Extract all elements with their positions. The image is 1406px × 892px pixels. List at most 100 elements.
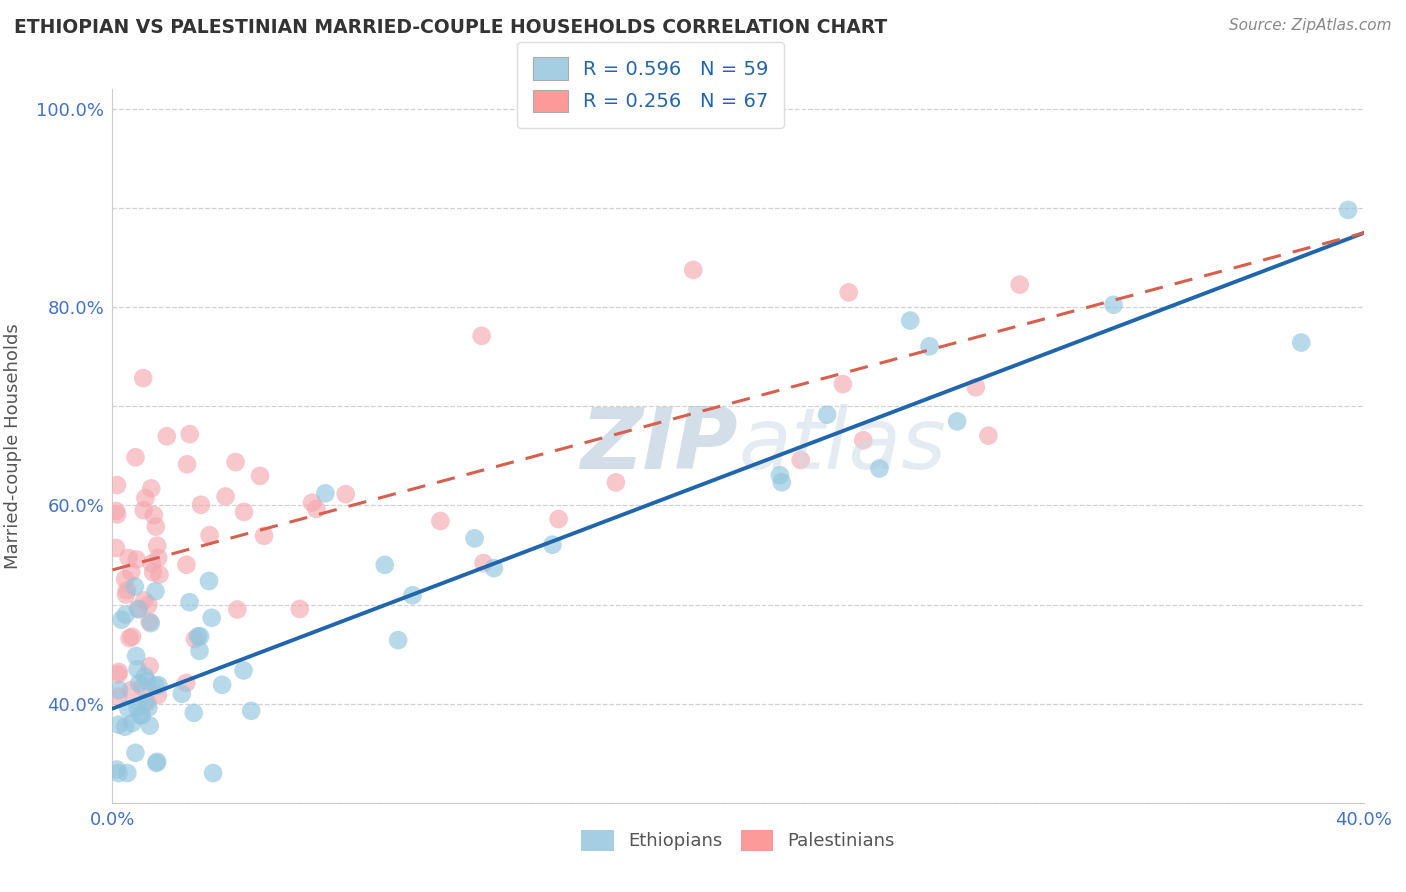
Point bbox=[429, 514, 451, 528]
Legend: Ethiopians, Palestinians: Ethiopians, Palestinians bbox=[567, 815, 910, 865]
Point bbox=[120, 683, 142, 698]
Point bbox=[547, 512, 569, 526]
Point bbox=[124, 450, 146, 465]
Point bbox=[124, 579, 146, 593]
Point bbox=[138, 615, 160, 629]
Point bbox=[127, 700, 149, 714]
Point bbox=[401, 588, 423, 602]
Point bbox=[301, 496, 323, 510]
Point bbox=[134, 695, 156, 709]
Point bbox=[1102, 298, 1125, 312]
Point bbox=[138, 700, 160, 714]
Point bbox=[125, 648, 148, 663]
Point bbox=[136, 674, 159, 689]
Point bbox=[387, 633, 409, 648]
Point bbox=[114, 607, 136, 622]
Point bbox=[105, 478, 128, 492]
Point bbox=[145, 756, 167, 770]
Point bbox=[946, 414, 969, 428]
Point bbox=[211, 678, 233, 692]
Point bbox=[225, 455, 247, 469]
Point bbox=[226, 602, 249, 616]
Point bbox=[110, 613, 132, 627]
Point bbox=[1337, 202, 1360, 217]
Point bbox=[188, 629, 211, 643]
Point bbox=[832, 377, 855, 392]
Point bbox=[107, 667, 129, 681]
Point bbox=[977, 428, 1000, 442]
Point bbox=[107, 766, 129, 780]
Point bbox=[142, 508, 165, 522]
Point bbox=[107, 690, 129, 704]
Point bbox=[541, 538, 564, 552]
Point bbox=[141, 557, 163, 571]
Point bbox=[104, 504, 127, 518]
Point bbox=[288, 602, 311, 616]
Point bbox=[105, 763, 128, 777]
Point bbox=[148, 567, 170, 582]
Point bbox=[170, 687, 193, 701]
Point bbox=[790, 453, 813, 467]
Point bbox=[146, 539, 169, 553]
Point bbox=[1008, 277, 1031, 292]
Point bbox=[136, 598, 159, 612]
Text: Source: ZipAtlas.com: Source: ZipAtlas.com bbox=[1229, 18, 1392, 33]
Point bbox=[471, 329, 494, 343]
Point bbox=[118, 631, 141, 645]
Point bbox=[114, 572, 136, 586]
Point bbox=[187, 629, 209, 643]
Point bbox=[146, 688, 169, 702]
Point bbox=[918, 339, 941, 353]
Point bbox=[249, 469, 271, 483]
Point bbox=[202, 766, 225, 780]
Point bbox=[472, 556, 495, 570]
Point bbox=[145, 584, 167, 599]
Point bbox=[115, 583, 138, 598]
Point bbox=[965, 380, 987, 394]
Point bbox=[605, 475, 627, 490]
Point bbox=[770, 475, 793, 490]
Point bbox=[121, 716, 143, 731]
Y-axis label: Married-couple Households: Married-couple Households bbox=[4, 323, 22, 569]
Point bbox=[374, 558, 396, 572]
Point bbox=[482, 561, 505, 575]
Point bbox=[148, 550, 170, 565]
Point bbox=[852, 434, 875, 448]
Point bbox=[117, 766, 139, 780]
Point bbox=[105, 541, 128, 555]
Point bbox=[240, 704, 263, 718]
Point bbox=[115, 588, 138, 602]
Point bbox=[184, 632, 207, 646]
Point bbox=[179, 427, 201, 442]
Point bbox=[201, 611, 224, 625]
Point bbox=[232, 664, 254, 678]
Point bbox=[253, 529, 276, 543]
Point bbox=[141, 482, 163, 496]
Point bbox=[176, 558, 198, 572]
Point bbox=[183, 706, 205, 720]
Point bbox=[142, 566, 165, 580]
Point bbox=[127, 662, 149, 676]
Point bbox=[138, 659, 160, 673]
Point bbox=[107, 717, 129, 731]
Point bbox=[139, 616, 162, 631]
Point bbox=[136, 695, 159, 709]
Point bbox=[233, 505, 256, 519]
Point bbox=[105, 508, 128, 522]
Point bbox=[682, 263, 704, 277]
Point bbox=[148, 678, 170, 692]
Point bbox=[134, 593, 156, 607]
Point bbox=[146, 755, 169, 769]
Point bbox=[174, 676, 197, 690]
Point bbox=[179, 595, 201, 609]
Point bbox=[838, 285, 860, 300]
Point bbox=[108, 665, 131, 679]
Point bbox=[176, 458, 198, 472]
Point bbox=[1291, 335, 1313, 350]
Point bbox=[127, 601, 149, 615]
Point bbox=[868, 461, 890, 475]
Text: ZIP: ZIP bbox=[581, 404, 738, 488]
Point bbox=[131, 708, 153, 723]
Point bbox=[134, 491, 156, 505]
Point bbox=[188, 644, 211, 658]
